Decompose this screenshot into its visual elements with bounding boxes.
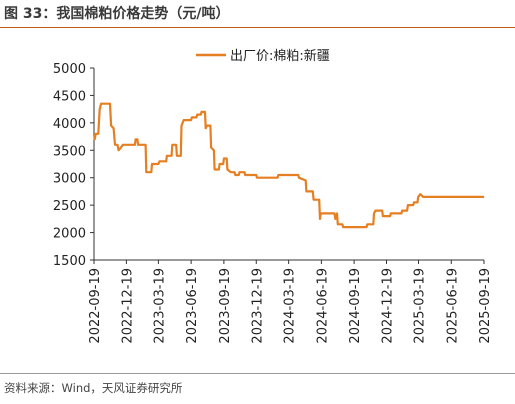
legend-label: 出厂价:棉粕:新疆 [230, 48, 330, 64]
x-tick-label: 2023-12-19 [250, 268, 265, 344]
y-tick-label: 2500 [53, 199, 86, 214]
chart-ticks: 1500 2000 2500 3000 3500 4000 4500 5000 2022-09-… [53, 62, 493, 344]
y-tick-label: 1500 [53, 254, 86, 269]
figure-title: 图 33：我国棉粕价格走势（元/吨） [4, 6, 230, 22]
series-line [92, 102, 484, 229]
x-tick-label: 2023-03-19 [152, 268, 167, 344]
y-tick-label: 5000 [53, 62, 86, 77]
x-tick-label: 2022-12-19 [120, 268, 135, 344]
source-rule [0, 373, 515, 374]
x-tick-label: 2025-06-19 [445, 268, 460, 344]
y-tick-label: 2000 [53, 227, 86, 242]
y-tick-label: 4500 [53, 89, 86, 104]
x-tick-label: 2024-09-19 [348, 268, 363, 344]
y-tick-label: 3500 [53, 144, 86, 159]
x-tick-label: 2024-06-19 [315, 268, 330, 344]
x-tick-label: 2023-06-19 [185, 268, 200, 344]
line-chart: 1500 2000 2500 3000 3500 4000 4500 5000 2022-09-… [53, 48, 493, 344]
chart-legend: 出厂价:棉粕:新疆 [196, 48, 330, 64]
title-rule [0, 27, 515, 28]
x-tick-label: 2025-03-19 [413, 268, 428, 344]
x-tick-label: 2024-12-19 [381, 268, 396, 344]
y-tick-label: 3000 [53, 172, 86, 187]
source-note: 资料来源：Wind，天风证券研究所 [4, 381, 183, 395]
x-tick-label: 2024-03-19 [283, 268, 298, 344]
x-tick-label: 2023-09-19 [218, 268, 233, 344]
y-tick-label: 4000 [53, 117, 86, 132]
x-tick-label: 2025-09-19 [478, 268, 493, 344]
x-tick-label: 2022-09-19 [88, 268, 103, 344]
chart-series-layer [92, 102, 484, 229]
